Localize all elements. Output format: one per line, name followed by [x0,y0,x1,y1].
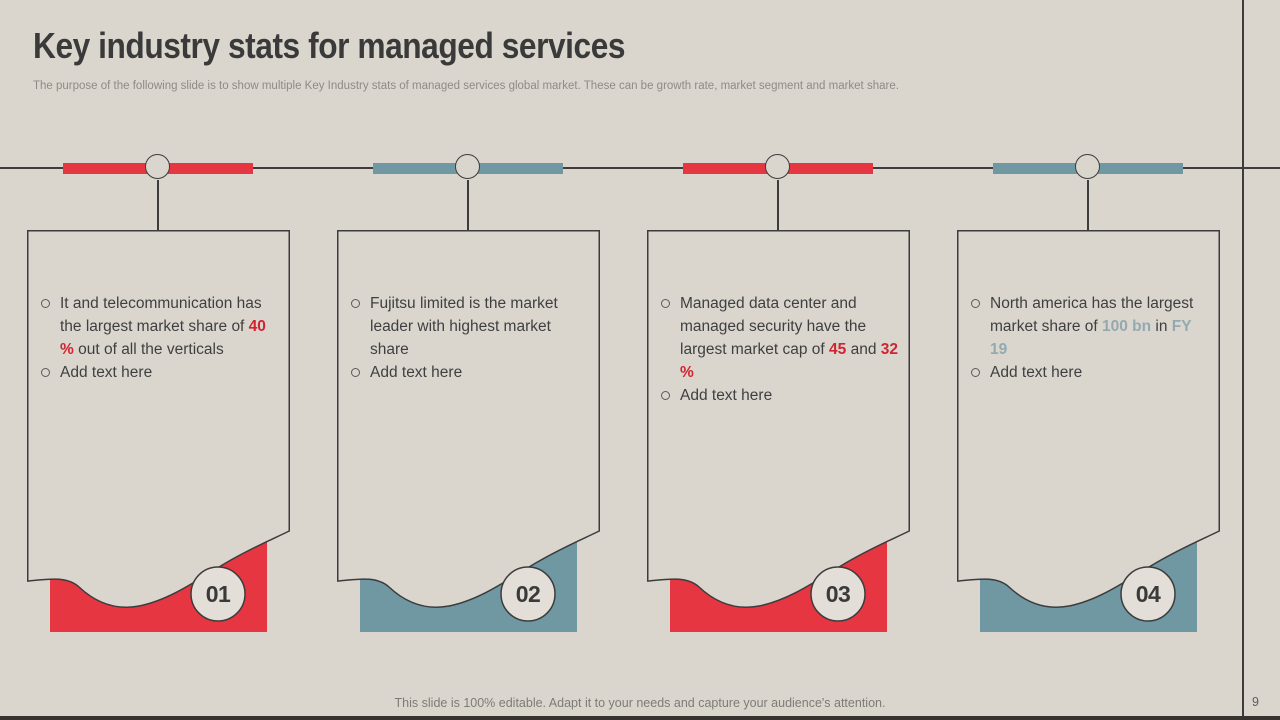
card-outline-1 [27,230,290,608]
text-segment: in [1151,318,1172,335]
number-badge-circle-2 [500,566,556,622]
page-title: Key industry stats for managed services [33,25,626,66]
bullet-item: Fujitsu limited is the market leader wit… [349,292,591,361]
timeline-node-circle-3 [765,154,790,179]
bullet-text: Add text here [60,361,152,384]
highlight-teal: 100 bn [1102,318,1152,335]
bullet-circle-icon [971,299,980,308]
bullet-item: Add text here [349,361,591,384]
timeline-node-circle-2 [455,154,480,179]
number-badge-circle-4 [1120,566,1176,622]
highlight-teal: FY 19 [990,318,1192,358]
bottom-edge-bar [0,716,1280,720]
bullet-circle-icon [351,299,360,308]
card-text-3: Managed data center and managed security… [659,292,901,407]
number-badge-label-1: 01 [206,581,231,607]
stat-card-shape-4: 04 [957,230,1220,632]
bullet-circle-icon [661,391,670,400]
text-segment: Managed data center and managed security… [680,295,867,358]
highlight-red: 32 % [680,341,899,381]
text-segment: Add text here [370,364,463,381]
bullet-circle-icon [971,368,980,377]
text-segment: Add text here [680,387,773,404]
bullet-text: Fujitsu limited is the market leader wit… [370,292,591,361]
bullet-circle-icon [351,368,360,377]
bullet-circle-icon [41,368,50,377]
footer-note: This slide is 100% editable. Adapt it to… [394,696,886,710]
card-outline-2 [337,230,600,608]
stat-card-shape-3: 03 [647,230,910,632]
highlight-red: 45 [829,341,847,358]
card-text-4: North america has the largest market sha… [969,292,1211,384]
card-outline-3 [647,230,910,608]
timeline-connector-4 [1087,180,1089,230]
bullet-item: Managed data center and managed security… [659,292,901,384]
bullet-text: North america has the largest market sha… [990,292,1211,361]
text-segment: Add text here [60,364,153,381]
timeline-connector-1 [157,180,159,230]
bullet-text: Add text here [680,384,772,407]
bullet-item: It and telecommunication has the largest… [39,292,281,361]
number-badge-circle-1 [190,566,246,622]
text-segment: and [846,341,881,358]
bullet-item: Add text here [659,384,901,407]
bullet-text: Add text here [370,361,462,384]
text-segment: Fujitsu limited is the market leader wit… [370,295,558,358]
text-segment: North america has the largest market sha… [990,295,1194,335]
text-segment: It and telecommunication has the largest… [60,295,262,335]
right-vertical-rule [1242,0,1244,720]
page-number: 9 [1252,695,1259,709]
page-subtitle: The purpose of the following slide is to… [33,80,899,92]
bullet-circle-icon [661,299,670,308]
text-segment: Add text here [990,364,1083,381]
number-badge-label-4: 04 [1136,581,1161,607]
bullet-circle-icon [41,299,50,308]
bullet-item: North america has the largest market sha… [969,292,1211,361]
card-text-1: It and telecommunication has the largest… [39,292,281,384]
highlight-red: 40 % [60,318,266,358]
text-segment: out of all the verticals [73,341,224,358]
timeline-connector-3 [777,180,779,230]
card-text-2: Fujitsu limited is the market leader wit… [349,292,591,384]
timeline-node-circle-4 [1075,154,1100,179]
number-badge-label-3: 03 [826,581,851,607]
number-badge-label-2: 02 [516,581,541,607]
bullet-text: Managed data center and managed security… [680,292,901,384]
card-outline-4 [957,230,1220,608]
timeline-connector-2 [467,180,469,230]
number-badge-circle-3 [810,566,866,622]
bullet-item: Add text here [39,361,281,384]
bullet-item: Add text here [969,361,1211,384]
bullet-text: Add text here [990,361,1082,384]
stat-card-shape-1: 01 [27,230,290,632]
timeline-node-circle-1 [145,154,170,179]
stat-card-shape-2: 02 [337,230,600,632]
timeline-axis-line [0,167,1280,169]
bullet-text: It and telecommunication has the largest… [60,292,281,361]
